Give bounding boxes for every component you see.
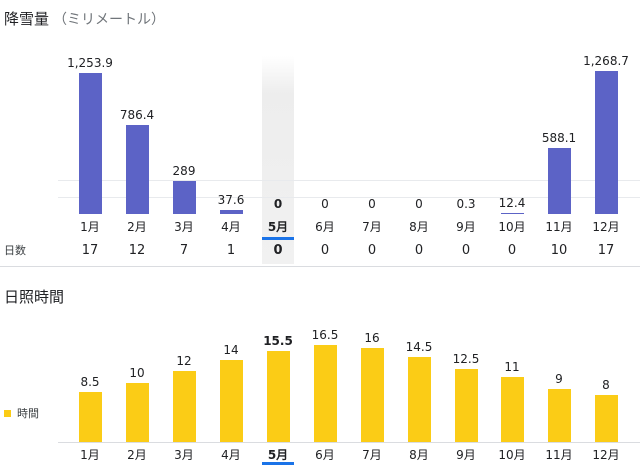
sunshine-value-label: 8.5 bbox=[80, 375, 100, 389]
sunshine-value-label: 12 bbox=[176, 354, 192, 368]
snowfall-title-text: 降雪量 bbox=[4, 10, 50, 28]
snow-days-value: 0 bbox=[320, 243, 330, 258]
sunshine-month-label: 6月 bbox=[315, 448, 335, 462]
sunshine-month-label: 8月 bbox=[409, 448, 429, 462]
sunshine-value-label: 14.5 bbox=[405, 340, 433, 354]
snowfall-bar bbox=[219, 210, 243, 214]
snowfall-value-label: 289 bbox=[172, 164, 196, 178]
sunshine-value-label: 10 bbox=[129, 366, 145, 380]
snowfall-month-label: 7月 bbox=[362, 220, 382, 234]
snow-days-value: 0 bbox=[367, 243, 377, 258]
sunshine-month-label: 1月 bbox=[80, 448, 100, 462]
snowfall-month-label: 2月 bbox=[127, 220, 147, 234]
snowfall-unit: （ミリメートル） bbox=[53, 12, 166, 28]
snowfall-selected-underline bbox=[262, 237, 294, 240]
sunshine-selected-underline bbox=[262, 462, 294, 465]
sunshine-bar bbox=[594, 395, 618, 442]
sunshine-legend-label: 時間 bbox=[17, 407, 39, 420]
snowfall-title: 降雪量 （ミリメートル） bbox=[4, 8, 165, 29]
snowfall-month-label: 9月 bbox=[456, 220, 476, 234]
selected-month-highlight bbox=[262, 56, 294, 264]
sunshine-bar bbox=[360, 348, 384, 442]
sunshine-value-label: 16 bbox=[364, 331, 380, 345]
sunshine-bar bbox=[125, 383, 149, 442]
snowfall-month-label: 5月 bbox=[267, 220, 289, 234]
snowfall-bar bbox=[125, 125, 149, 214]
sunshine-bar bbox=[454, 369, 478, 442]
snowfall-bar bbox=[172, 181, 196, 214]
snowfall-value-label: 0 bbox=[368, 197, 376, 211]
snow-days-label: 日数 bbox=[4, 244, 26, 257]
snowfall-bar bbox=[547, 148, 571, 214]
sunshine-month-label: 7月 bbox=[362, 448, 382, 462]
snow-days-value: 17 bbox=[597, 243, 615, 258]
sunshine-month-label: 3月 bbox=[174, 448, 194, 462]
snowfall-value-label: 1,268.7 bbox=[583, 54, 629, 68]
snowfall-gridline bbox=[58, 180, 640, 181]
snowfall-gridline bbox=[58, 197, 640, 198]
sunshine-title-text: 日照時間 bbox=[4, 288, 65, 306]
sunshine-bar bbox=[313, 345, 337, 442]
sunshine-value-label: 12.5 bbox=[452, 352, 480, 366]
sunshine-value-label: 14 bbox=[223, 343, 239, 357]
snow-days-value: 0 bbox=[461, 243, 471, 258]
sunshine-title: 日照時間 bbox=[4, 286, 64, 307]
sunshine-value-label: 11 bbox=[504, 360, 520, 374]
sunshine-month-label: 5月 bbox=[267, 448, 289, 462]
sunshine-value-label: 9 bbox=[555, 372, 563, 386]
sunshine-month-label: 12月 bbox=[592, 448, 620, 462]
sunshine-value-label: 16.5 bbox=[311, 328, 339, 342]
sunshine-baseline bbox=[58, 442, 640, 443]
sunshine-value-label: 15.5 bbox=[263, 334, 293, 348]
snowfall-value-label: 786.4 bbox=[119, 108, 155, 122]
snowfall-value-label: 0 bbox=[415, 197, 423, 211]
snowfall-month-label: 6月 bbox=[315, 220, 335, 234]
section-divider bbox=[0, 266, 640, 267]
snowfall-value-label: 0 bbox=[273, 197, 283, 211]
snow-days-value: 1 bbox=[226, 243, 236, 258]
sunshine-bar bbox=[547, 389, 571, 442]
snowfall-bar bbox=[594, 71, 618, 214]
snowfall-value-label: 37.6 bbox=[217, 193, 245, 207]
snowfall-month-label: 8月 bbox=[409, 220, 429, 234]
snowfall-value-label: 12.4 bbox=[498, 196, 526, 210]
snowfall-month-label: 10月 bbox=[498, 220, 526, 234]
snowfall-month-label: 12月 bbox=[592, 220, 620, 234]
sunshine-month-label: 11月 bbox=[545, 448, 573, 462]
snowfall-month-label: 3月 bbox=[174, 220, 194, 234]
snowfall-value-label: 1,253.9 bbox=[67, 56, 113, 70]
sunshine-legend: 時間 bbox=[4, 405, 39, 421]
snowfall-month-label: 1月 bbox=[80, 220, 100, 234]
sunshine-bar bbox=[219, 360, 243, 442]
sunshine-month-label: 10月 bbox=[498, 448, 526, 462]
sunshine-bar bbox=[500, 377, 524, 442]
snowfall-bar bbox=[500, 213, 524, 214]
snow-days-value: 12 bbox=[128, 243, 146, 258]
snowfall-month-label: 4月 bbox=[221, 220, 241, 234]
sunshine-bar bbox=[407, 357, 431, 442]
sunshine-month-label: 9月 bbox=[456, 448, 476, 462]
sunshine-value-label: 8 bbox=[602, 378, 610, 392]
sunshine-month-label: 4月 bbox=[221, 448, 241, 462]
snow-days-value: 17 bbox=[81, 243, 99, 258]
snowfall-value-label: 588.1 bbox=[541, 131, 577, 145]
snowfall-value-label: 0 bbox=[321, 197, 329, 211]
snow-days-value: 0 bbox=[273, 243, 283, 258]
snowfall-value-label: 0.3 bbox=[456, 197, 476, 211]
snowfall-bar bbox=[78, 73, 102, 214]
sunshine-bar bbox=[78, 392, 102, 442]
snow-days-value: 0 bbox=[414, 243, 424, 258]
snow-days-value: 10 bbox=[550, 243, 568, 258]
sunshine-bar bbox=[172, 371, 196, 442]
sunshine-legend-swatch bbox=[4, 409, 11, 417]
sunshine-bar bbox=[266, 351, 290, 442]
snow-days-value: 7 bbox=[179, 243, 189, 258]
snow-days-value: 0 bbox=[507, 243, 517, 258]
snowfall-month-label: 11月 bbox=[545, 220, 573, 234]
sunshine-month-label: 2月 bbox=[127, 448, 147, 462]
